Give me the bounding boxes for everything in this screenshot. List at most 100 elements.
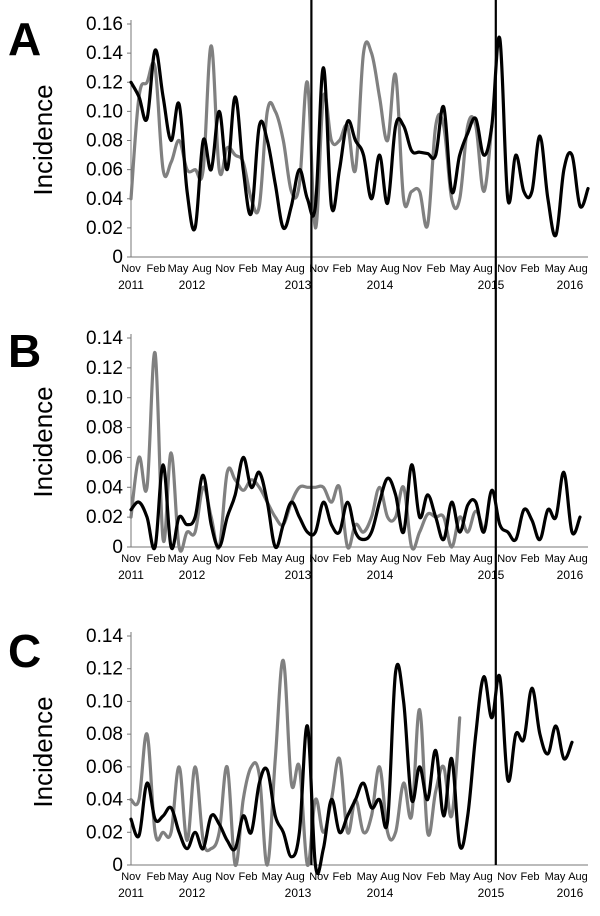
y-axis-label: Incidence	[28, 386, 58, 497]
x-tick-label: Aug	[192, 553, 212, 565]
x-tick-label: Aug	[192, 263, 212, 275]
x-tick-label: Nov	[309, 871, 329, 883]
x-tick-label: Feb	[521, 871, 540, 883]
x-tick-label: Feb	[147, 871, 166, 883]
y-tick-label: 0.12	[86, 659, 123, 680]
x-tick-label: Feb	[427, 871, 446, 883]
x-year-label: 2012	[179, 278, 206, 292]
y-tick-label: 0.06	[86, 757, 123, 778]
x-tick-label: Aug	[380, 871, 400, 883]
x-tick-label: Aug	[473, 263, 493, 275]
x-tick-label: Nov	[121, 553, 141, 565]
x-year-label: 2013	[285, 886, 312, 900]
panel-a: A Incidence 0 0.02 0.04 0.06 0.08 0.10 0.12 0.14 0…	[8, 13, 590, 292]
series-line-gray	[129, 658, 462, 867]
x-year-label: 2012	[179, 886, 206, 900]
series-line-gray	[129, 351, 486, 553]
y-tick-label: 0.12	[86, 72, 123, 93]
y-tick-label: 0.04	[86, 189, 123, 210]
y-tick-label: 0.14	[86, 328, 123, 349]
x-tick-label: Feb	[521, 553, 540, 565]
x-year-label: 2013	[285, 278, 312, 292]
series-line-black	[129, 455, 582, 551]
x-tick-label: Nov	[497, 263, 517, 275]
x-tick-label: Aug	[285, 871, 305, 883]
x-tick-label: Nov	[215, 871, 235, 883]
y-tick-label: 0.08	[86, 418, 123, 439]
y-tick-label: 0.16	[86, 14, 123, 35]
y-tick-label: 0.04	[86, 790, 123, 811]
y-tick-label: 0.06	[86, 447, 123, 468]
x-tick-label: Feb	[147, 263, 166, 275]
y-tick-label: 0.10	[86, 388, 123, 409]
x-year-label: 2011	[118, 278, 144, 292]
x-tick-label: Nov	[497, 553, 517, 565]
x-tick-label: Nov	[309, 553, 329, 565]
x-tick-label: Nov	[497, 871, 517, 883]
y-tick-label: 0	[112, 855, 123, 876]
x-tick-label: May	[545, 263, 566, 275]
x-tick-label: Aug	[473, 871, 493, 883]
x-tick-label: Feb	[333, 553, 352, 565]
x-tick-label: Aug	[192, 871, 212, 883]
x-tick-label: Feb	[333, 871, 352, 883]
panel-letter: B	[8, 325, 41, 377]
x-year-label: 2015	[478, 886, 505, 900]
x-tick-label: May	[545, 553, 566, 565]
y-tick-label: 0.08	[86, 724, 123, 745]
x-tick-label: May	[262, 871, 283, 883]
x-tick-label: Nov	[402, 871, 422, 883]
x-tick-label: May	[450, 871, 471, 883]
x-tick-label: May	[357, 871, 378, 883]
x-tick-label: Feb	[521, 263, 540, 275]
x-tick-label: Aug	[568, 263, 588, 275]
x-tick-label: May	[450, 553, 471, 565]
x-tick-label: Feb	[239, 871, 258, 883]
x-year-label: 2014	[367, 278, 394, 292]
y-tick-label: 0.04	[86, 477, 123, 498]
series-line-black	[129, 35, 590, 238]
x-tick-label: May	[262, 263, 283, 275]
y-axis-label: Incidence	[28, 84, 58, 195]
panel-b: B Incidence 0 0.02 0.04 0.06 0.08 0.10 0.12 0.14 N…	[8, 325, 588, 582]
x-tick-label: May	[545, 871, 566, 883]
x-tick-label: Nov	[402, 553, 422, 565]
x-tick-label: May	[262, 553, 283, 565]
y-tick-label: 0.12	[86, 358, 123, 379]
x-year-label: 2014	[367, 886, 394, 900]
x-tick-label: May	[168, 553, 189, 565]
x-tick-label: May	[357, 263, 378, 275]
y-tick-label: 0.02	[86, 822, 123, 843]
x-year-label: 2011	[118, 568, 144, 582]
x-tick-label: Nov	[309, 263, 329, 275]
x-tick-label: Feb	[333, 263, 352, 275]
y-tick-label: 0.02	[86, 218, 123, 239]
x-tick-label: May	[357, 553, 378, 565]
x-tick-label: Aug	[380, 553, 400, 565]
y-axis-label: Incidence	[28, 696, 58, 807]
x-tick-label: Feb	[147, 553, 166, 565]
y-tick-label: 0.14	[86, 43, 123, 64]
y-tick-label: 0.14	[86, 626, 123, 647]
x-tick-label: Aug	[285, 263, 305, 275]
x-tick-label: Feb	[427, 553, 446, 565]
x-tick-label: Feb	[239, 553, 258, 565]
series-line-black	[129, 662, 574, 876]
y-tick-label: 0.08	[86, 131, 123, 152]
y-tick-label: 0.06	[86, 160, 123, 181]
x-year-label: 2016	[557, 886, 584, 900]
x-tick-label: Nov	[215, 263, 235, 275]
panel-letter: A	[8, 13, 41, 65]
x-tick-label: Aug	[568, 871, 588, 883]
x-tick-label: Nov	[121, 871, 141, 883]
y-tick-label: 0	[112, 247, 123, 268]
panel-c: C Incidence 0 0.02 0.04 0.06 0.08 0.10 0.12 0.14 N…	[8, 625, 588, 900]
x-year-label: 2015	[478, 278, 505, 292]
x-tick-label: Nov	[215, 553, 235, 565]
x-tick-label: Feb	[427, 263, 446, 275]
x-tick-label: Feb	[239, 263, 258, 275]
y-tick-label: 0.10	[86, 691, 123, 712]
panel-letter: C	[8, 625, 41, 677]
x-year-label: 2016	[557, 568, 584, 582]
x-tick-label: Aug	[568, 553, 588, 565]
